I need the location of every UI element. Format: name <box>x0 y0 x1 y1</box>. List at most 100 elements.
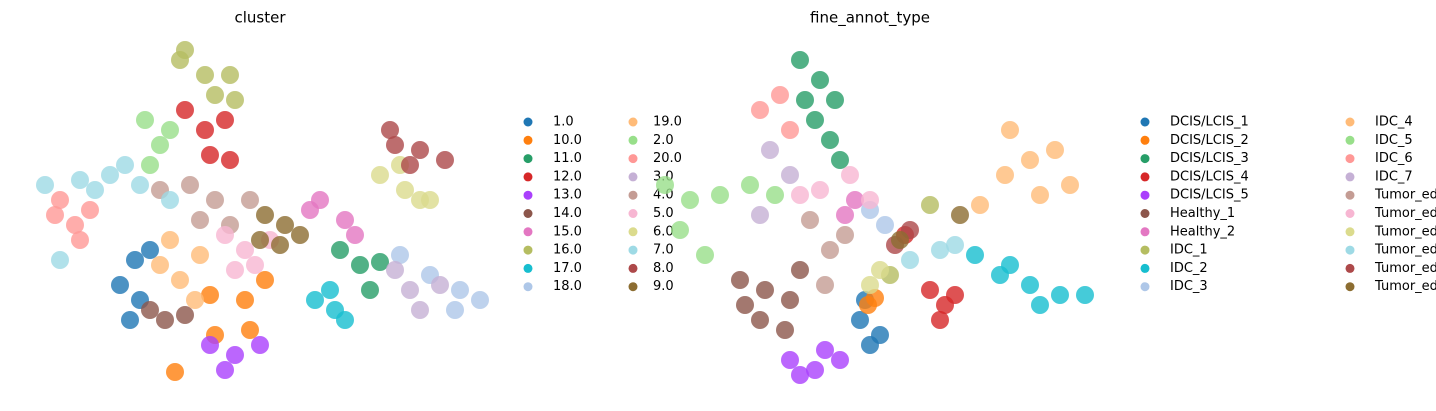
point <box>51 251 69 269</box>
point <box>121 311 139 329</box>
point <box>206 191 224 209</box>
point <box>876 216 894 234</box>
point <box>821 241 839 259</box>
point <box>161 191 179 209</box>
legend-marker <box>628 172 638 182</box>
point <box>781 121 799 139</box>
point <box>776 321 794 339</box>
legend-label: IDC_6 <box>1375 151 1413 166</box>
point <box>946 286 964 304</box>
legend-label: 19.0 <box>653 115 682 130</box>
point <box>161 121 179 139</box>
point <box>931 311 949 329</box>
point <box>921 281 939 299</box>
point <box>411 301 429 319</box>
legend-marker <box>628 282 638 292</box>
point <box>176 41 194 59</box>
point <box>831 351 849 369</box>
legend-marker <box>1345 190 1355 200</box>
point <box>131 176 149 194</box>
legend-marker <box>628 135 638 145</box>
point <box>846 191 864 209</box>
legend-marker <box>523 117 533 127</box>
point <box>741 176 759 194</box>
point <box>436 151 454 169</box>
legend-label: Healthy_2 <box>1170 224 1235 239</box>
point <box>826 91 844 109</box>
legend-marker <box>1345 245 1355 255</box>
legend-label: 8.0 <box>653 261 674 276</box>
point <box>381 121 399 139</box>
point <box>951 206 969 224</box>
point <box>216 226 234 244</box>
legend-marker <box>523 135 533 145</box>
point <box>446 301 464 319</box>
legend-marker <box>523 263 533 273</box>
point <box>191 246 209 264</box>
point <box>751 206 769 224</box>
point <box>791 186 809 204</box>
point <box>781 291 799 309</box>
point <box>411 191 429 209</box>
legend-label: IDC_1 <box>1170 243 1208 258</box>
point <box>151 136 169 154</box>
point <box>126 251 144 269</box>
point <box>871 261 889 279</box>
point <box>966 246 984 264</box>
legend-marker <box>1140 135 1150 145</box>
point <box>836 226 854 244</box>
legend-marker <box>1140 209 1150 218</box>
point <box>256 206 274 224</box>
legend-label: DCIS/LCIS_1 <box>1170 115 1249 130</box>
legend-label: 12.0 <box>553 169 582 184</box>
legend-marker <box>628 263 638 273</box>
legend-marker <box>523 209 533 218</box>
point <box>671 221 689 239</box>
point <box>66 216 84 234</box>
point <box>346 226 364 244</box>
legend-label: 14.0 <box>553 206 582 221</box>
legend-label: Tumor_edge_4 <box>1374 243 1436 258</box>
point <box>811 181 829 199</box>
point <box>276 216 294 234</box>
legend-label: 5.0 <box>653 206 674 221</box>
point <box>256 271 274 289</box>
point <box>471 291 489 309</box>
legend-marker <box>523 154 533 164</box>
point <box>201 146 219 164</box>
legend-marker <box>1140 190 1150 200</box>
point <box>331 241 349 259</box>
legend-label: IDC_5 <box>1375 133 1413 148</box>
point <box>656 176 674 194</box>
point <box>811 71 829 89</box>
point <box>731 271 749 289</box>
point <box>1031 186 1049 204</box>
point <box>791 51 809 69</box>
point <box>221 151 239 169</box>
point <box>71 171 89 189</box>
legend-marker <box>1140 154 1150 164</box>
legend-marker <box>1345 154 1355 164</box>
legend-marker <box>628 209 638 218</box>
point <box>386 261 404 279</box>
legend-marker <box>1345 117 1355 127</box>
legend-label: 17.0 <box>553 261 582 276</box>
point <box>841 166 859 184</box>
legend-marker <box>1140 117 1150 127</box>
point <box>166 363 184 381</box>
point <box>401 156 419 174</box>
point <box>221 66 239 84</box>
point <box>241 321 259 339</box>
point <box>336 311 354 329</box>
point <box>216 361 234 379</box>
legend-marker <box>1345 209 1355 218</box>
legend-marker <box>1345 263 1355 273</box>
point <box>86 181 104 199</box>
point <box>161 231 179 249</box>
point <box>756 281 774 299</box>
point <box>806 111 824 129</box>
point <box>51 191 69 209</box>
point <box>766 186 784 204</box>
point <box>791 261 809 279</box>
